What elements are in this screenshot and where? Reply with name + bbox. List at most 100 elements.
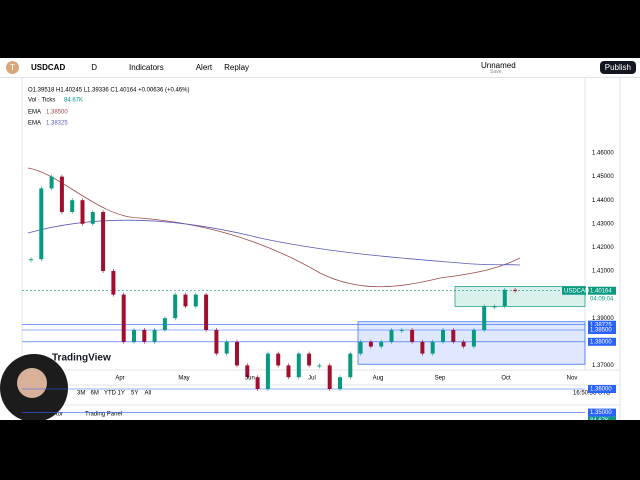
candle bbox=[317, 365, 322, 367]
price-label: 1.42000 bbox=[592, 245, 614, 251]
range-button[interactable]: 3M bbox=[77, 391, 85, 397]
candle bbox=[255, 377, 260, 389]
candle bbox=[101, 212, 106, 271]
candle bbox=[39, 188, 44, 260]
price-tag bbox=[588, 326, 616, 334]
target-box bbox=[454, 285, 586, 307]
layout-save[interactable]: Save bbox=[490, 69, 502, 75]
range-button[interactable]: 1Y bbox=[118, 391, 125, 397]
price-label: 1.44000 bbox=[592, 198, 614, 204]
candle bbox=[173, 294, 178, 319]
interval[interactable]: D bbox=[91, 63, 98, 72]
candle bbox=[307, 353, 312, 366]
candle bbox=[193, 294, 198, 307]
time-label: Aug bbox=[373, 376, 384, 382]
time-label: Oct bbox=[501, 376, 511, 382]
candle bbox=[348, 353, 353, 378]
candle bbox=[286, 365, 291, 378]
tab[interactable]: Trading Panel bbox=[85, 412, 122, 418]
candle bbox=[389, 330, 394, 342]
candle bbox=[111, 271, 116, 295]
countdown: 04:09:04 bbox=[590, 296, 614, 302]
range-button[interactable]: 6M bbox=[91, 391, 99, 397]
candle bbox=[296, 353, 301, 378]
range-button[interactable]: 5Y bbox=[131, 391, 138, 397]
replay[interactable]: Replay bbox=[224, 63, 250, 72]
indicators[interactable]: Indicators bbox=[129, 63, 164, 72]
vol-value: 84.67K bbox=[64, 98, 83, 104]
price-tag-label: 1.38725 bbox=[590, 322, 612, 328]
ema-name: EMA bbox=[28, 110, 41, 116]
time-label: Apr bbox=[115, 376, 124, 382]
price-tag-label: 1.38500 bbox=[590, 328, 612, 334]
price-label: 1.37000 bbox=[592, 363, 614, 369]
candle bbox=[451, 330, 456, 342]
candle bbox=[121, 294, 126, 342]
face bbox=[17, 368, 47, 398]
candle bbox=[513, 289, 518, 291]
alert[interactable]: Alert bbox=[195, 63, 213, 72]
tab[interactable]: tor bbox=[56, 412, 63, 418]
candle bbox=[471, 330, 476, 347]
ema-line bbox=[27, 219, 521, 266]
tradingview-app: T USDCAD D Indicators Alert Replay Unnam… bbox=[0, 58, 640, 420]
price-tag-label: 1.40164 bbox=[590, 288, 612, 294]
ema-value: 1.38325 bbox=[46, 121, 68, 127]
ema-value: 1.38500 bbox=[46, 110, 68, 116]
symbol[interactable]: USDCAD bbox=[31, 63, 66, 72]
symbol-tag bbox=[562, 286, 586, 295]
price-tag-label: 1.36000 bbox=[590, 387, 612, 393]
candle bbox=[379, 341, 384, 347]
candle bbox=[265, 353, 270, 389]
price-label: 1.43000 bbox=[592, 221, 614, 227]
candle bbox=[132, 330, 136, 342]
candle bbox=[245, 365, 250, 378]
layout-name[interactable]: Unnamed bbox=[481, 61, 516, 70]
price-tag bbox=[588, 320, 616, 329]
candle bbox=[502, 289, 507, 307]
candle bbox=[90, 212, 95, 224]
time-label: May bbox=[178, 376, 189, 382]
candle bbox=[327, 365, 332, 389]
price-tag bbox=[588, 385, 616, 393]
price-label: 1.39000 bbox=[592, 316, 614, 322]
chart: O1.39518 H1.40245 L1.39336 C1.40164 +0.0… bbox=[0, 78, 621, 420]
candle bbox=[358, 341, 363, 354]
watermark: TradingView bbox=[52, 353, 111, 364]
candle bbox=[80, 200, 85, 224]
clock: 16:50:56 UTC bbox=[573, 391, 611, 397]
candle bbox=[183, 294, 188, 307]
candle bbox=[152, 330, 157, 342]
range-button[interactable]: YTD bbox=[104, 391, 117, 397]
price-label: 1.45000 bbox=[592, 174, 614, 180]
candle bbox=[410, 330, 415, 342]
volume-tag-label: 84.67K bbox=[590, 418, 609, 420]
price-tag bbox=[588, 408, 616, 417]
range-button[interactable]: All bbox=[145, 391, 152, 397]
price-tag-label: 1.38000 bbox=[590, 339, 612, 345]
candle bbox=[338, 377, 342, 389]
publish[interactable]: Publish bbox=[599, 61, 636, 74]
avatar[interactable]: T bbox=[6, 61, 19, 74]
candle bbox=[29, 259, 33, 261]
candle bbox=[142, 330, 147, 342]
candle bbox=[430, 341, 435, 354]
candle bbox=[420, 341, 425, 354]
price-label: 1.41000 bbox=[592, 269, 614, 275]
candle bbox=[368, 341, 373, 347]
symbol-tag-label: USDCAD bbox=[564, 288, 590, 294]
ema-line bbox=[27, 167, 521, 288]
time-label: Nov bbox=[567, 376, 578, 382]
range-box bbox=[357, 321, 586, 365]
vol-name: Vol · Ticks bbox=[28, 98, 55, 104]
candle bbox=[276, 353, 281, 366]
price-label: 1.46000 bbox=[592, 151, 614, 157]
candle bbox=[204, 294, 209, 330]
range-bar: 3M 6M YTD 1Y 5Y All bbox=[77, 391, 151, 397]
left-toolbar bbox=[0, 78, 22, 420]
candle bbox=[461, 341, 466, 347]
price-tag bbox=[588, 286, 616, 295]
time-label: Jul bbox=[308, 376, 316, 382]
candle bbox=[235, 341, 239, 366]
